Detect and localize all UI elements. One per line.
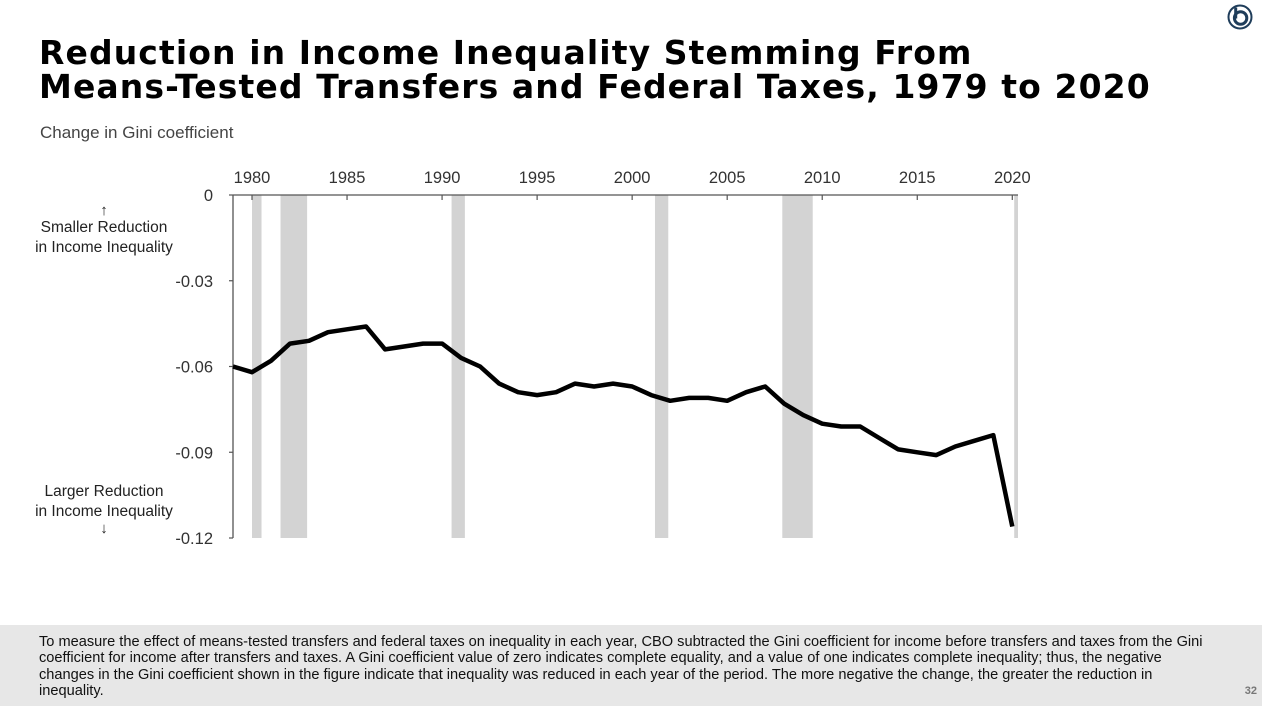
down-arrow-icon: ↓	[100, 520, 108, 537]
x-tick-label-2020: 2020	[994, 169, 1031, 187]
y-tick-label-4: -0.12	[175, 530, 213, 548]
smaller-reduction-line-1: Smaller Reduction	[40, 219, 168, 236]
x-tick-label-1990: 1990	[424, 169, 461, 187]
y-tick-label-3: -0.09	[175, 444, 213, 462]
recession-band-5	[782, 195, 813, 538]
recession-band-1	[252, 195, 262, 538]
larger-reduction-line-2: in Income Inequality	[35, 503, 173, 520]
smaller-reduction-line-2: in Income Inequality	[35, 239, 173, 256]
recession-bands	[252, 195, 1018, 538]
x-tick-label-2015: 2015	[899, 169, 936, 187]
page-number: 32	[1244, 685, 1257, 697]
cbo-logo-icon	[1227, 4, 1253, 30]
y-tick-label-2: -0.06	[175, 359, 213, 377]
y-tick-label-1: -0.03	[175, 273, 213, 291]
chart-title-line-1: Reduction in Income Inequality Stemming …	[39, 33, 973, 72]
x-tick-label-2005: 2005	[709, 169, 746, 187]
chart-title-line-2: Means-Tested Transfers and Federal Taxes…	[39, 67, 1151, 106]
chart-title: Reduction in Income Inequality Stemming …	[39, 36, 1151, 104]
up-arrow-icon: ↑	[100, 202, 108, 219]
x-tick-label-1980: 1980	[234, 169, 271, 187]
footnote-text: To measure the effect of means-tested tr…	[39, 634, 1203, 700]
x-tick-label-1985: 1985	[329, 169, 366, 187]
chart-ticks: 1980 1985 1990 1995 2000 2005 2010 2015 2020 0 -0.…	[175, 169, 1030, 548]
recession-band-6	[1014, 195, 1018, 538]
larger-reduction-label: Larger Reduction in Income Inequality ↓	[29, 482, 179, 536]
gini-line-chart: 1980 1985 1990 1995 2000 2005 2010 2015 2020 0 -0.…	[175, 169, 1030, 548]
smaller-reduction-label: ↑ Smaller Reduction in Income Inequality	[29, 202, 179, 258]
chart-axes	[232, 194, 1018, 538]
y-tick-label-0: 0	[204, 187, 213, 205]
chart-series	[232, 324, 1015, 528]
recession-band-2	[280, 195, 308, 538]
footnote-bar: To measure the effect of means-tested tr…	[0, 625, 1262, 706]
recession-band-4	[654, 195, 669, 538]
recession-band-3	[451, 195, 465, 538]
y-axis-caption: Change in Gini coefficient	[40, 123, 234, 142]
larger-reduction-line-1: Larger Reduction	[44, 483, 164, 500]
series-line-1	[232, 324, 1015, 528]
x-tick-label-2000: 2000	[614, 169, 651, 187]
x-tick-label-2010: 2010	[804, 169, 841, 187]
x-tick-label-1995: 1995	[519, 169, 556, 187]
